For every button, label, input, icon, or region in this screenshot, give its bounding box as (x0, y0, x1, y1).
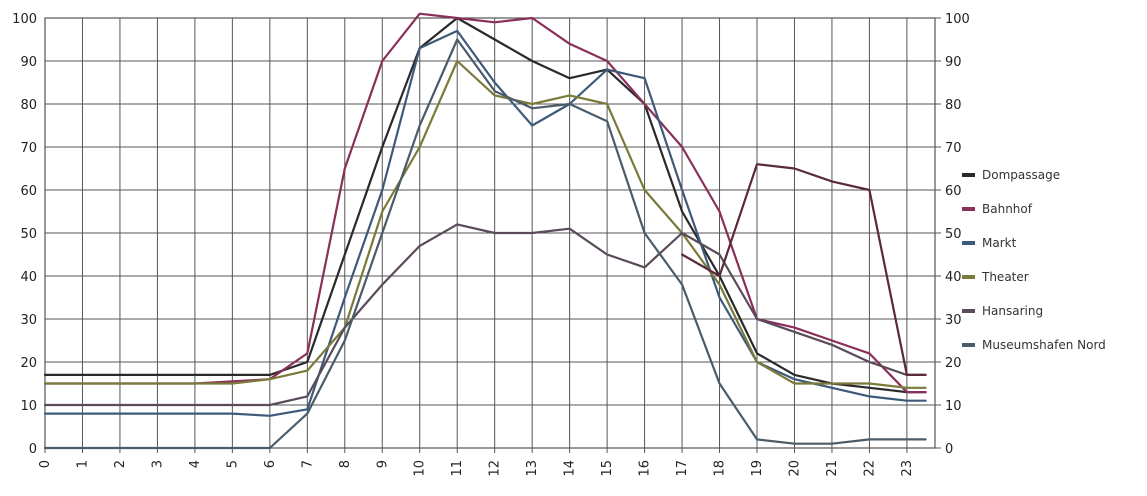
y-tick-label-left: 50 (20, 227, 37, 242)
legend-label: Dompassage (982, 168, 1060, 182)
x-tick-label: 13 (525, 460, 540, 477)
y-tick-label-right: 0 (945, 442, 953, 457)
y-tick-label-left: 40 (20, 270, 37, 285)
y-tick-label-left: 60 (20, 184, 37, 199)
series-line (43, 38, 927, 450)
y-tick-label-left: 70 (20, 141, 37, 156)
y-tick-label-left: 10 (20, 399, 37, 414)
y-tick-label-left: 20 (20, 356, 37, 371)
y-tick-label-right: 40 (945, 270, 962, 285)
x-tick-label: 19 (750, 460, 765, 477)
right-y-axis: 0 10 20 30 40 50 60 70 80 90 100 (935, 12, 970, 457)
x-tick-label: 21 (825, 460, 840, 477)
legend-label: Theater (981, 270, 1029, 284)
x-tick-label: 9 (375, 460, 390, 468)
x-tick-label: 6 (263, 460, 278, 468)
legend-label: Bahnhof (982, 202, 1033, 216)
x-tick-label: 12 (488, 460, 503, 477)
x-tick-label: 16 (638, 460, 653, 477)
y-tick-label-right: 80 (945, 98, 962, 113)
y-tick-label-right: 70 (945, 141, 962, 156)
x-tick-label: 0 (38, 460, 53, 468)
y-tick-label-right: 90 (945, 55, 962, 70)
x-tick-label: 23 (900, 460, 915, 477)
left-y-axis: 0 10 20 30 40 50 60 70 80 90 100 (12, 12, 37, 457)
y-tick-label-right: 10 (945, 399, 962, 414)
x-tick-label: 17 (675, 460, 690, 477)
x-tick-label: 7 (300, 460, 315, 468)
series-line (43, 223, 927, 407)
x-axis: 0 1 2 3 4 5 6 7 8 9 10 11 12 13 14 15 16 17 18 19 20 21 22 23 (38, 448, 915, 477)
y-tick-label-left: 100 (12, 12, 37, 27)
x-tick-label: 11 (450, 460, 465, 477)
y-tick-label-right: 20 (945, 356, 962, 371)
series-line (681, 163, 927, 376)
x-tick-label: 15 (600, 460, 615, 477)
x-tick-label: 1 (75, 460, 90, 468)
x-tick-label: 8 (338, 460, 353, 468)
x-tick-label: 18 (713, 460, 728, 477)
x-tick-label: 14 (563, 460, 578, 477)
y-tick-label-left: 30 (20, 313, 37, 328)
x-tick-label: 22 (862, 460, 877, 477)
x-tick-label: 10 (413, 460, 428, 477)
x-tick-label: 3 (150, 460, 165, 468)
x-tick-label: 20 (787, 460, 802, 477)
y-tick-label-right: 50 (945, 227, 962, 242)
legend-label: Museumshafen Nord (982, 338, 1106, 352)
series-line (43, 16, 927, 394)
y-tick-label-left: 0 (29, 442, 37, 457)
y-tick-label-right: 100 (945, 12, 970, 27)
series-line (43, 29, 927, 417)
legend-label: Markt (982, 236, 1017, 250)
series-line (43, 59, 927, 389)
x-tick-label: 5 (225, 460, 240, 468)
x-tick-label: 2 (113, 460, 128, 468)
legend: Dompassage Bahnhof Markt Theater Hansaring Mu… (962, 168, 1106, 352)
y-tick-label-right: 60 (945, 184, 962, 199)
series-lines (43, 12, 927, 450)
x-tick-label: 4 (188, 460, 203, 468)
y-tick-label-left: 90 (20, 55, 37, 70)
legend-label: Hansaring (982, 304, 1043, 318)
y-tick-label-left: 80 (20, 98, 37, 113)
y-tick-label-right: 30 (945, 313, 962, 328)
